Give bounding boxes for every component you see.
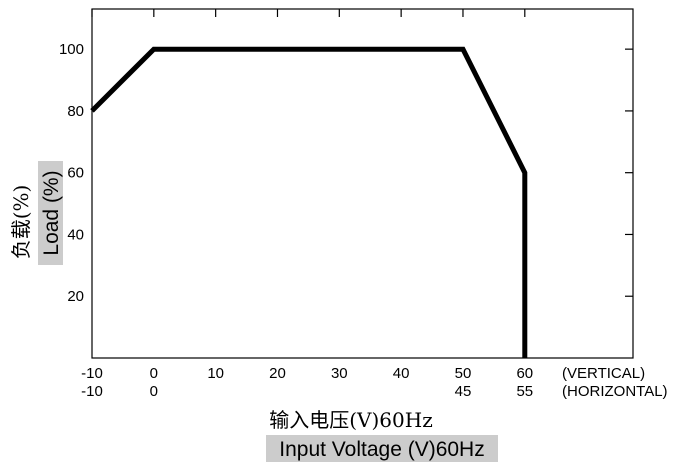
x-tick-label-horizontal: 55 [516, 383, 533, 400]
x-tick-label-vertical: 50 [455, 365, 472, 382]
x-row-label-horizontal: (HORIZONTAL) [562, 383, 668, 400]
x-tick-label-horizontal: 0 [150, 383, 158, 400]
x-tick-label-horizontal: -10 [81, 383, 103, 400]
load-curve-line [90, 46, 528, 358]
x-tick-label-vertical: 60 [516, 365, 533, 382]
x-axis-label-en-highlight [266, 435, 498, 462]
x-tick-label-vertical: 30 [331, 365, 348, 382]
x-tick-label-vertical: 20 [269, 365, 286, 382]
y-tick-label: 100 [59, 41, 84, 58]
y-axis-label-en: Load (%) [40, 170, 63, 255]
x-tick-label-vertical: 10 [207, 365, 224, 382]
y-axis-ticks: 20 40 60 80 100 [59, 41, 633, 305]
y-axis-label-cn: 负载(%) [9, 185, 33, 260]
y-tick-label: 40 [67, 226, 84, 243]
y-tick-label: 80 [67, 103, 84, 120]
x-row-label-vertical: (VERTICAL) [562, 365, 645, 382]
plot-frame [91, 8, 634, 359]
y-axis-label-en-highlight [38, 161, 63, 265]
x-tick-label-vertical: 0 [150, 365, 158, 382]
x-axis-label-cn: 输入电压(V)60Hz [269, 408, 432, 432]
x-tick-label-horizontal: 45 [455, 383, 472, 400]
y-tick-label: 60 [67, 165, 84, 182]
x-tick-label-vertical: 40 [393, 365, 410, 382]
x-axis-ticks: -10 0 10 20 30 40 50 60 -10 0 45 55 [81, 9, 533, 400]
x-tick-label-vertical: -10 [81, 365, 103, 382]
x-axis-label-en: Input Voltage (V)60Hz [279, 438, 484, 461]
y-tick-label: 20 [67, 288, 84, 305]
